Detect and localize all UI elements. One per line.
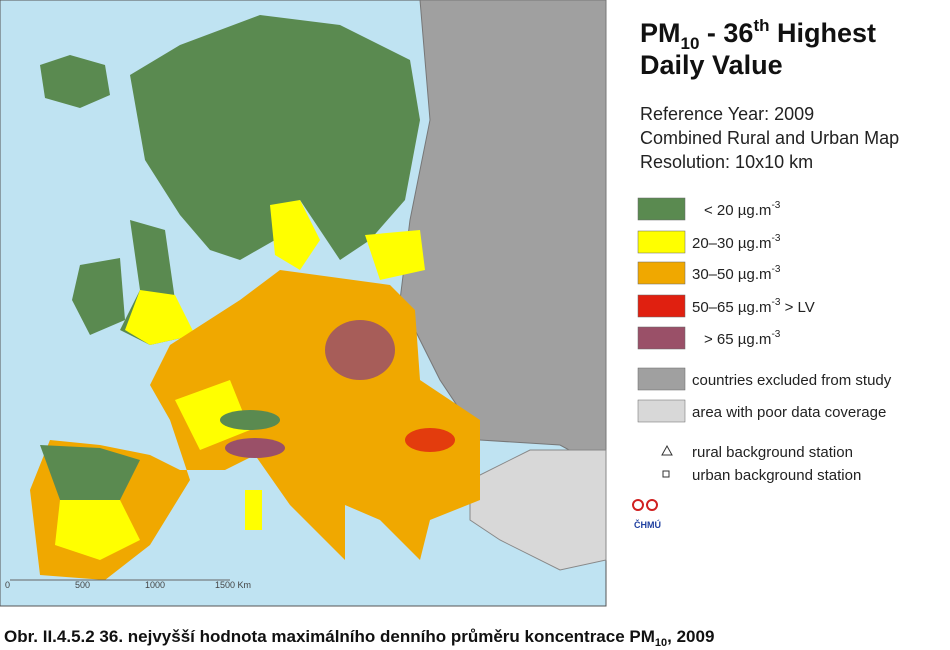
scale-label: 0 xyxy=(5,580,10,590)
legend-sup: -3 xyxy=(772,264,781,275)
logo: ČHMÚ xyxy=(632,499,661,530)
title-part: - 36 xyxy=(699,18,753,48)
legend-text: 30–50 µg.m xyxy=(692,266,772,283)
title-line1: PM10 - 36th Highest xyxy=(640,16,876,53)
south-sweden xyxy=(270,200,320,270)
poland-hotspot xyxy=(325,320,395,380)
legend-text: countries excluded from study xyxy=(692,372,892,389)
legend-swatch xyxy=(637,197,686,221)
legend-swatch xyxy=(637,326,686,350)
po-valley xyxy=(225,438,285,458)
logo-mark xyxy=(646,499,658,511)
legend-label: 20–30 µg.m-3 xyxy=(692,233,781,252)
legend-label: area with poor data coverage xyxy=(692,404,886,421)
scale-label: 1000 xyxy=(145,580,165,590)
subtitle: Resolution: 10x10 km xyxy=(640,152,813,172)
station-label: rural background station xyxy=(692,444,853,461)
legend-swatch xyxy=(637,261,686,285)
logo-mark xyxy=(632,499,644,511)
title-sub: 10 xyxy=(681,34,700,53)
legend-label: > 65 µg.m-3 xyxy=(704,329,781,348)
title-part: Highest xyxy=(770,18,877,48)
urban-icon xyxy=(662,470,670,478)
legend-extra: > LV xyxy=(780,299,814,316)
balkans-hotspot xyxy=(405,428,455,452)
legend-label: 50–65 µg.m-3 > LV xyxy=(692,297,815,316)
caption-part: Obr. II.4.5.2 36. nejvyšší hodnota maxim… xyxy=(4,627,655,646)
caption-sub: 10 xyxy=(655,637,667,649)
scale-label: 500 xyxy=(75,580,90,590)
subtitle: Combined Rural and Urban Map xyxy=(640,128,899,148)
france-yellow xyxy=(175,380,250,450)
iberia-yellow xyxy=(55,500,140,560)
legend-label: 30–50 µg.m-3 xyxy=(692,264,781,283)
legend-text: < 20 µg.m xyxy=(704,202,771,219)
legend-sup: -3 xyxy=(771,329,780,340)
title: PM10 - 36th Highest Daily Value Referenc… xyxy=(640,16,899,172)
legend-label: < 20 µg.m-3 xyxy=(704,200,781,219)
legend-sup: -3 xyxy=(772,297,781,308)
map: 0 500 1000 1500 Km xyxy=(0,0,607,607)
legend-sup: -3 xyxy=(772,233,781,244)
scale-label: 1500 Km xyxy=(215,580,251,590)
title-line2: Daily Value xyxy=(640,50,783,80)
logo-text: ČHMÚ xyxy=(634,519,661,530)
iceland xyxy=(40,55,110,108)
ireland xyxy=(72,258,125,335)
legend-swatch xyxy=(637,230,686,254)
north-iberia xyxy=(40,445,140,500)
station-label: urban background station xyxy=(692,467,861,484)
legend-text: 20–30 µg.m xyxy=(692,235,772,252)
legend-text: > 65 µg.m xyxy=(704,331,771,348)
legend: < 20 µg.m-320–30 µg.m-330–50 µg.m-350–65… xyxy=(637,197,892,423)
subtitle: Reference Year: 2009 xyxy=(640,104,814,124)
title-sup: th xyxy=(753,16,769,35)
legend-text: 50–65 µg.m xyxy=(692,299,772,316)
poor-coverage xyxy=(469,449,607,571)
legend-label: countries excluded from study xyxy=(692,372,892,389)
legend-swatch xyxy=(637,399,686,423)
baltics xyxy=(365,230,425,280)
title-part: PM xyxy=(640,18,681,48)
rural-icon xyxy=(661,444,673,456)
legend-swatch xyxy=(637,367,686,391)
scandinavia xyxy=(130,15,420,260)
legend-text: area with poor data coverage xyxy=(692,404,886,421)
alps xyxy=(220,410,280,430)
legend-sup: -3 xyxy=(771,200,780,211)
england xyxy=(125,290,195,345)
caption-part: , 2009 xyxy=(667,627,714,646)
legend-swatch xyxy=(637,294,686,318)
caption: Obr. II.4.5.2 36. nejvyšší hodnota maxim… xyxy=(4,627,714,649)
stations: rural background station urban backgroun… xyxy=(661,444,861,484)
corsica-sardinia xyxy=(245,490,262,530)
